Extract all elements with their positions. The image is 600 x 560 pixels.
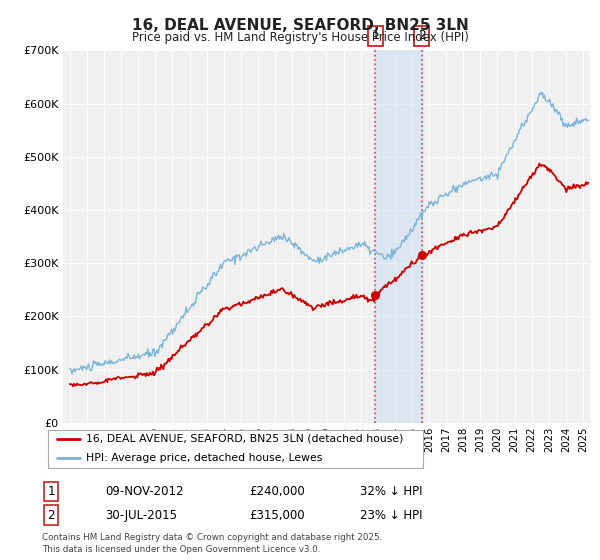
Text: £240,000: £240,000 <box>249 485 305 498</box>
Text: Price paid vs. HM Land Registry's House Price Index (HPI): Price paid vs. HM Land Registry's House … <box>131 31 469 44</box>
Text: This data is licensed under the Open Government Licence v3.0.: This data is licensed under the Open Gov… <box>42 545 320 554</box>
Text: 2: 2 <box>418 29 426 42</box>
Text: 1: 1 <box>47 485 55 498</box>
Text: 16, DEAL AVENUE, SEAFORD, BN25 3LN (detached house): 16, DEAL AVENUE, SEAFORD, BN25 3LN (deta… <box>86 433 403 444</box>
Text: £315,000: £315,000 <box>249 508 305 522</box>
Text: Contains HM Land Registry data © Crown copyright and database right 2025.: Contains HM Land Registry data © Crown c… <box>42 533 382 542</box>
Text: 09-NOV-2012: 09-NOV-2012 <box>105 485 184 498</box>
Text: 32% ↓ HPI: 32% ↓ HPI <box>360 485 422 498</box>
Text: 30-JUL-2015: 30-JUL-2015 <box>105 508 177 522</box>
Text: 23% ↓ HPI: 23% ↓ HPI <box>360 508 422 522</box>
Text: 1: 1 <box>371 29 379 42</box>
Text: HPI: Average price, detached house, Lewes: HPI: Average price, detached house, Lewe… <box>86 454 322 464</box>
Bar <box>376 50 422 423</box>
Text: 16, DEAL AVENUE, SEAFORD, BN25 3LN: 16, DEAL AVENUE, SEAFORD, BN25 3LN <box>131 18 469 33</box>
Text: 2: 2 <box>47 508 55 522</box>
